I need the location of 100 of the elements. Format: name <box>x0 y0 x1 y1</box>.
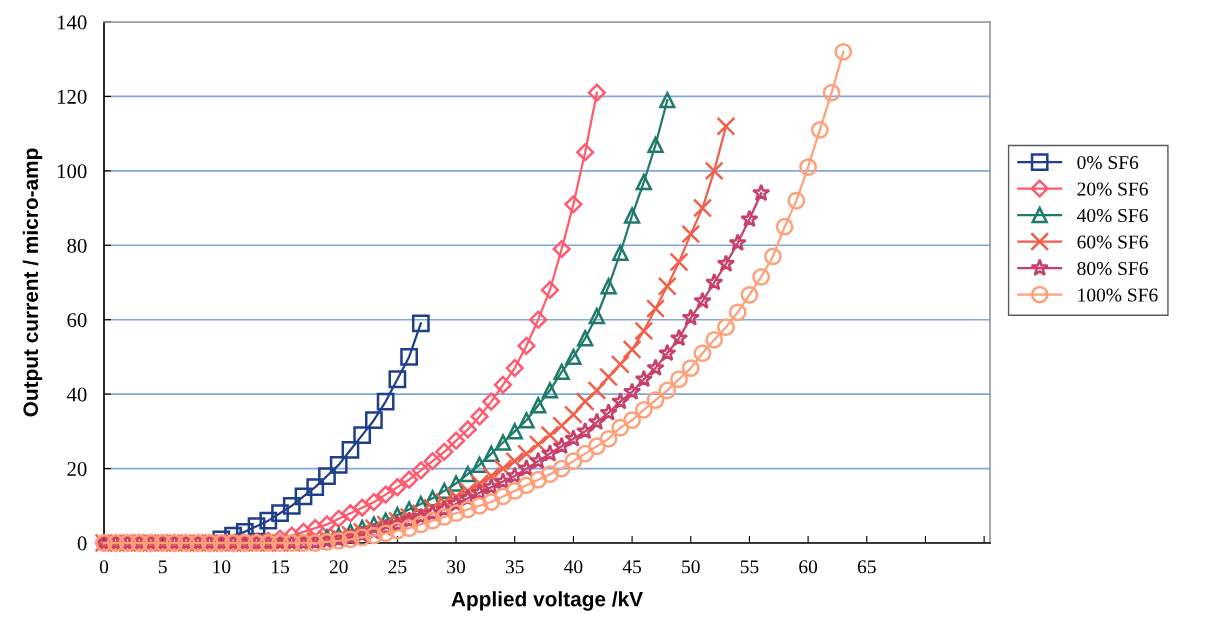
point <box>247 517 266 536</box>
point <box>564 429 583 447</box>
point <box>530 397 547 414</box>
point <box>647 136 664 153</box>
point <box>376 392 395 411</box>
point <box>552 436 571 455</box>
point <box>704 161 724 181</box>
point <box>517 336 536 355</box>
point <box>552 239 571 259</box>
point <box>669 252 689 272</box>
point <box>658 343 677 362</box>
point <box>494 434 512 451</box>
point <box>482 392 501 411</box>
point <box>376 485 395 504</box>
legend-label: 20% SF6 <box>1077 182 1148 196</box>
point <box>587 412 607 431</box>
point <box>600 278 617 295</box>
point <box>364 492 384 512</box>
x-tick-label: 50 <box>682 560 700 574</box>
point <box>483 445 500 462</box>
legend-label: 60% SF6 <box>1077 235 1148 249</box>
point <box>564 195 583 214</box>
x-tick-label: 0 <box>99 560 109 574</box>
point <box>565 348 582 366</box>
point <box>388 370 407 389</box>
legend-label: 100% SF6 <box>1078 288 1158 302</box>
point <box>259 511 278 530</box>
y-tick-label: 120 <box>57 89 87 104</box>
point <box>540 444 560 462</box>
point <box>669 328 689 347</box>
x-tick-label: 20 <box>329 560 348 574</box>
point <box>388 478 407 497</box>
point <box>493 458 513 479</box>
y-tick-label: 60 <box>67 313 87 328</box>
point <box>646 358 665 377</box>
x-tick-label: 35 <box>505 560 524 574</box>
point <box>610 354 630 374</box>
legend-label: 80% SF6 <box>1077 261 1148 276</box>
point <box>587 83 606 102</box>
point <box>505 466 524 485</box>
point <box>329 509 348 528</box>
y-axis-title: Output current / micro-amp <box>22 148 43 417</box>
point <box>400 470 419 489</box>
point <box>329 455 348 474</box>
point <box>505 358 524 378</box>
x-tick-label: 55 <box>740 560 759 574</box>
point <box>341 441 360 459</box>
point <box>540 280 560 300</box>
point <box>681 308 700 326</box>
point <box>553 363 570 381</box>
point <box>599 367 619 387</box>
legend-label: 40% SF6 <box>1077 208 1148 223</box>
point <box>353 498 372 517</box>
x-tick-label: 60 <box>799 560 818 574</box>
point <box>751 183 771 202</box>
point <box>657 276 677 296</box>
point <box>540 425 560 445</box>
point <box>612 244 629 261</box>
y-tick-label: 80 <box>67 238 87 253</box>
point <box>493 472 513 490</box>
point <box>611 392 630 410</box>
point <box>681 224 701 244</box>
point <box>528 434 548 454</box>
point <box>529 310 548 329</box>
point <box>692 198 713 218</box>
point <box>423 452 442 471</box>
point <box>411 314 430 333</box>
point <box>599 403 618 421</box>
point <box>517 458 536 477</box>
point <box>317 515 337 534</box>
point <box>575 392 595 412</box>
y-tick-label: 100 <box>57 164 87 179</box>
x-tick-label: 25 <box>388 560 407 574</box>
x-tick-label: 65 <box>857 560 876 574</box>
point <box>400 348 418 366</box>
point <box>740 209 759 228</box>
point <box>659 91 676 109</box>
point <box>365 411 383 430</box>
point <box>505 451 525 471</box>
point <box>693 291 712 310</box>
point <box>458 420 477 439</box>
point <box>341 504 360 523</box>
point <box>623 207 641 224</box>
point <box>493 375 513 394</box>
point <box>306 478 325 497</box>
point <box>446 431 466 450</box>
point <box>271 504 289 523</box>
point <box>575 421 595 440</box>
point <box>541 382 559 399</box>
point <box>645 298 666 319</box>
point <box>634 321 654 341</box>
point <box>634 369 653 388</box>
point <box>318 467 336 485</box>
x-tick-label: 10 <box>213 560 231 574</box>
x-tick-label: 45 <box>622 560 642 574</box>
point <box>563 405 583 425</box>
point <box>470 407 489 426</box>
point <box>587 380 607 400</box>
point <box>411 461 430 480</box>
point <box>588 307 606 325</box>
